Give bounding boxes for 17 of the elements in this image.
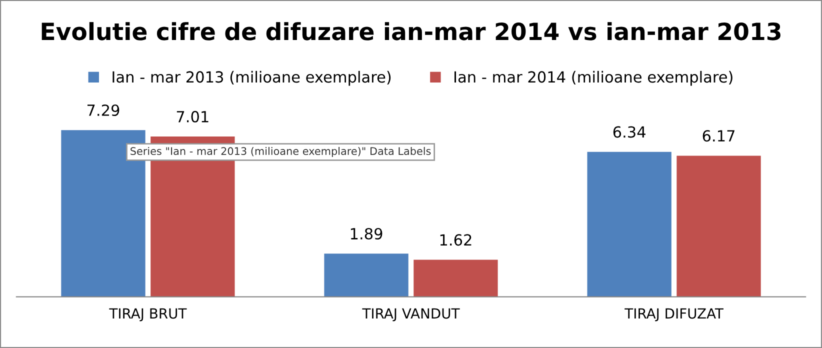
bar [414, 260, 498, 297]
data-label: 6.17 [702, 130, 734, 142]
x-tick-label: TIRAJ BRUT [109, 308, 187, 322]
data-label: 7.29 [87, 104, 120, 116]
data-label: 1.89 [350, 228, 382, 240]
bar [324, 254, 408, 297]
data-label: 6.34 [613, 126, 646, 138]
legend-label: Ian - mar 2013 (milioane exemplare) [112, 70, 391, 86]
data-label: 1.62 [440, 234, 472, 246]
legend-label: Ian - mar 2014 (milioane exemplare) [454, 70, 732, 86]
x-tick-label: TIRAJ DIFUZAT [624, 308, 724, 322]
data-label: 7.01 [176, 110, 208, 122]
annotation: Series "Ian - mar 2013 (milioane exemplare)" Data Labels [130, 146, 431, 158]
bar [587, 152, 672, 297]
x-tick-label: TIRAJ VANDUT [362, 308, 460, 322]
chart-title: Evolutie cifre de difuzare ian-mar 2014 vs ian-mar 2013 [42, 22, 780, 40]
bar [676, 156, 761, 297]
